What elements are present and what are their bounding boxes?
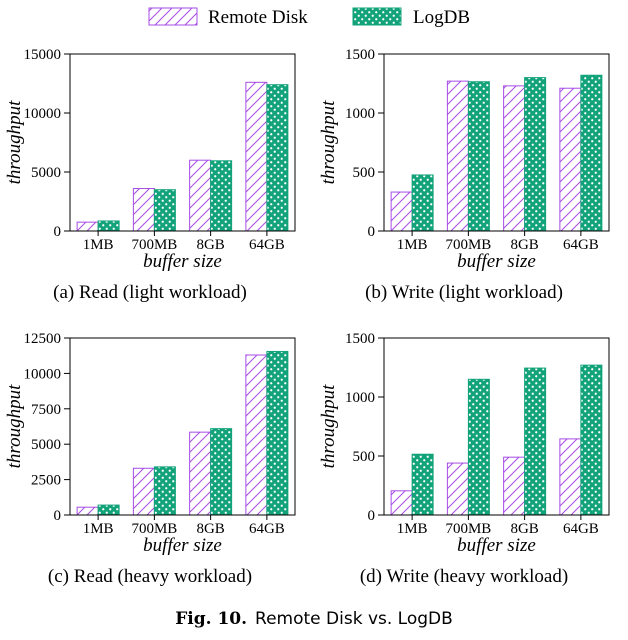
plot-frame: [383, 337, 610, 516]
x-tick-label: 700MB: [445, 237, 491, 253]
x-tick-label: 64GB: [249, 521, 285, 537]
chart-caption-d: (d) Write (heavy workload): [359, 566, 569, 587]
bar-remote-disk-700mb: [446, 462, 469, 516]
x-tick-label: 700MB: [131, 237, 177, 253]
y-tick-label: 10000: [24, 366, 62, 382]
legend-label-remote-disk: Remote Disk: [208, 7, 308, 28]
chart-c: 0 2500 5000 7500 10000 12500 1MB 700MB 8GB 64GB bu…: [4, 331, 296, 556]
legend-label-logdb: LogDB: [413, 7, 470, 28]
chart-caption-b: (b) Write (light workload): [365, 282, 563, 303]
x-tick-label: 64GB: [249, 237, 285, 253]
x-tick-label: 700MB: [445, 521, 491, 537]
bar-logdb-1mb: [97, 220, 120, 232]
y-tick-label: 0: [54, 508, 62, 524]
chart-d: 0 500 1000 1500 1MB 700MB 8GB 64GB buffer size th…: [318, 331, 610, 556]
chart-caption-a: (a) Read (light workload): [53, 282, 247, 303]
chart-panel-d: 0 500 1000 1500 1MB 700MB 8GB 64GB buffer size th…: [314, 322, 614, 627]
y-tick-label: 10000: [24, 106, 62, 122]
bar-remote-disk-8gb: [189, 159, 212, 232]
bar-logdb-8gb: [210, 428, 233, 516]
y-axis-label: throughput: [318, 100, 339, 184]
bar-logdb-700mb: [153, 189, 176, 232]
bar-remote-disk-64gb: [559, 438, 582, 516]
figure-caption: Fig. 10. Remote Disk vs. LogDB: [0, 609, 628, 629]
y-tick-label: 7500: [31, 402, 61, 418]
figure-caption-text: Remote Disk vs. LogDB: [255, 609, 453, 629]
chart-b: 0 500 1000 1500 1MB 700MB 8GB 64GB buffer size th…: [318, 47, 610, 272]
x-axis-label: buffer size: [457, 535, 536, 556]
bar-remote-disk-1mb: [390, 490, 413, 516]
x-axis-label: buffer size: [457, 251, 536, 272]
legend-graphic: Remote Disk LogDB: [148, 7, 470, 28]
y-tick-label: 15000: [24, 47, 62, 63]
bar-logdb-1mb: [97, 504, 120, 516]
y-tick-label: 12500: [24, 331, 62, 347]
plot-frame: [383, 53, 610, 232]
y-tick-label: 0: [368, 224, 376, 240]
x-axis-label: buffer size: [143, 535, 222, 556]
y-tick-label: 2500: [31, 473, 61, 489]
x-tick-label: 1MB: [83, 237, 114, 253]
bar-logdb-64gb: [266, 350, 289, 516]
plot-frame: [69, 337, 296, 516]
bar-remote-disk-700mb: [446, 80, 469, 232]
bar-logdb-700mb: [153, 466, 176, 516]
bar-logdb-8gb: [524, 77, 547, 232]
x-tick-label: 1MB: [83, 521, 114, 537]
y-tick-label: 500: [353, 165, 376, 181]
bar-remote-disk-64gb: [245, 354, 268, 516]
plot-frame: [69, 53, 296, 232]
x-tick-label: 8GB: [196, 521, 224, 537]
chart-panel-b: 0 500 1000 1500 1MB 700MB 8GB 64GB buffer size th…: [314, 38, 614, 343]
y-tick-label: 5000: [31, 165, 61, 181]
x-tick-label: 8GB: [510, 521, 538, 537]
y-axis-label: throughput: [4, 384, 25, 468]
y-tick-label: 1500: [345, 47, 375, 63]
bar-remote-disk-8gb: [503, 85, 526, 232]
bar-remote-disk-8gb: [189, 431, 212, 516]
x-tick-label: 1MB: [397, 237, 428, 253]
bar-remote-disk-8gb: [503, 456, 526, 516]
y-tick-label: 5000: [31, 437, 61, 453]
bar-logdb-700mb: [467, 378, 490, 516]
x-tick-label: 64GB: [563, 237, 599, 253]
chart-a: 0 5000 10000 15000 1MB 700MB 8GB 64GB buffer siz…: [4, 47, 296, 272]
y-tick-label: 1000: [345, 106, 375, 122]
bar-logdb-64gb: [580, 74, 603, 232]
bar-logdb-1mb: [411, 453, 434, 516]
legend-swatch-remote-disk: [148, 7, 198, 26]
bar-logdb-1mb: [411, 174, 434, 232]
bar-remote-disk-700mb: [132, 467, 155, 516]
x-tick-label: 64GB: [563, 521, 599, 537]
x-tick-label: 8GB: [510, 237, 538, 253]
bar-logdb-8gb: [210, 160, 233, 232]
x-tick-label: 700MB: [131, 521, 177, 537]
bar-remote-disk-700mb: [132, 188, 155, 232]
x-tick-label: 8GB: [196, 237, 224, 253]
bar-remote-disk-1mb: [76, 221, 99, 232]
chart-panel-c: 0 2500 5000 7500 10000 12500 1MB 700MB 8GB 64GB bu…: [0, 322, 300, 627]
bar-remote-disk-1mb: [76, 506, 99, 516]
y-tick-label: 0: [54, 224, 62, 240]
x-axis-label: buffer size: [143, 251, 222, 272]
bar-remote-disk-64gb: [245, 81, 268, 232]
bar-remote-disk-64gb: [559, 87, 582, 232]
y-tick-label: 0: [368, 508, 376, 524]
bar-logdb-64gb: [580, 364, 603, 516]
bar-logdb-700mb: [467, 81, 490, 232]
y-tick-label: 1500: [345, 331, 375, 347]
y-axis-label: throughput: [4, 100, 25, 184]
figure-number: Fig. 10.: [175, 609, 248, 629]
y-axis-label: throughput: [318, 384, 339, 468]
bar-logdb-8gb: [524, 367, 547, 516]
chart-caption-c: (c) Read (heavy workload): [47, 566, 253, 587]
x-tick-label: 1MB: [397, 521, 428, 537]
y-tick-label: 1000: [345, 390, 375, 406]
bar-remote-disk-1mb: [390, 191, 413, 232]
chart-panel-a: 0 5000 10000 15000 1MB 700MB 8GB 64GB buffer siz…: [0, 38, 300, 343]
bar-logdb-64gb: [266, 84, 289, 232]
legend-swatch-logdb: [352, 7, 402, 26]
y-tick-label: 500: [353, 449, 376, 465]
legend: Remote Disk LogDB: [0, 0, 628, 36]
